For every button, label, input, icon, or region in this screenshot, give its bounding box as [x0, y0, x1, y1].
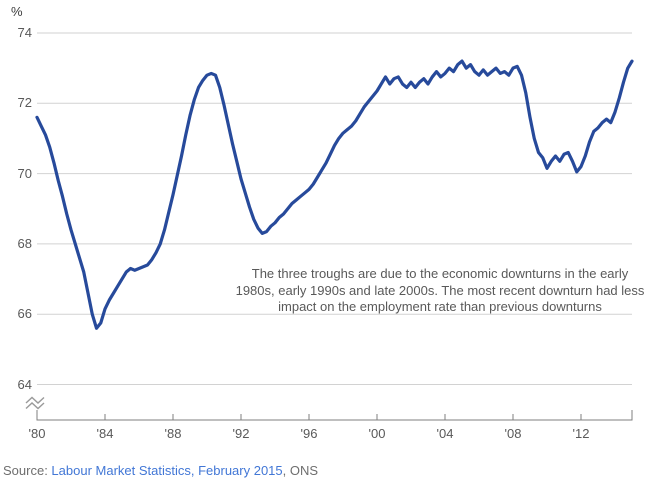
axis-break-icon [25, 396, 45, 410]
y-axis-label: 64 [17, 376, 32, 392]
source-line: Source: Labour Market Statistics, Februa… [3, 463, 318, 478]
x-axis-label: '92 [232, 426, 250, 441]
x-axis-label: '00 [368, 426, 386, 441]
y-axis-unit-label: % [11, 4, 23, 19]
employment-rate-chart [25, 32, 634, 421]
gridlines [37, 32, 632, 385]
x-axis-line [36, 410, 633, 421]
source-link[interactable]: Labour Market Statistics, February 2015 [51, 463, 283, 478]
source-suffix: , ONS [282, 463, 319, 478]
x-axis-label: '84 [96, 426, 114, 441]
x-axis-label: '12 [572, 426, 590, 441]
y-axis-label: 72 [17, 95, 32, 111]
x-axis-label: '04 [436, 426, 454, 441]
y-axis-label: 74 [17, 25, 32, 40]
chart-annotation: The three troughs are due to the economi… [235, 266, 645, 314]
x-axis-label: '80 [28, 426, 46, 441]
source-prefix: Source: [3, 463, 52, 478]
x-axis-label: '08 [504, 426, 522, 441]
x-axis [36, 410, 633, 421]
y-axis-label: 68 [17, 235, 32, 251]
employment-rate-line [35, 59, 634, 330]
y-axis-label: 70 [17, 165, 32, 181]
x-axis-label: '96 [300, 426, 318, 441]
y-axis-label: 66 [17, 306, 32, 322]
x-axis-label: '88 [164, 426, 182, 441]
